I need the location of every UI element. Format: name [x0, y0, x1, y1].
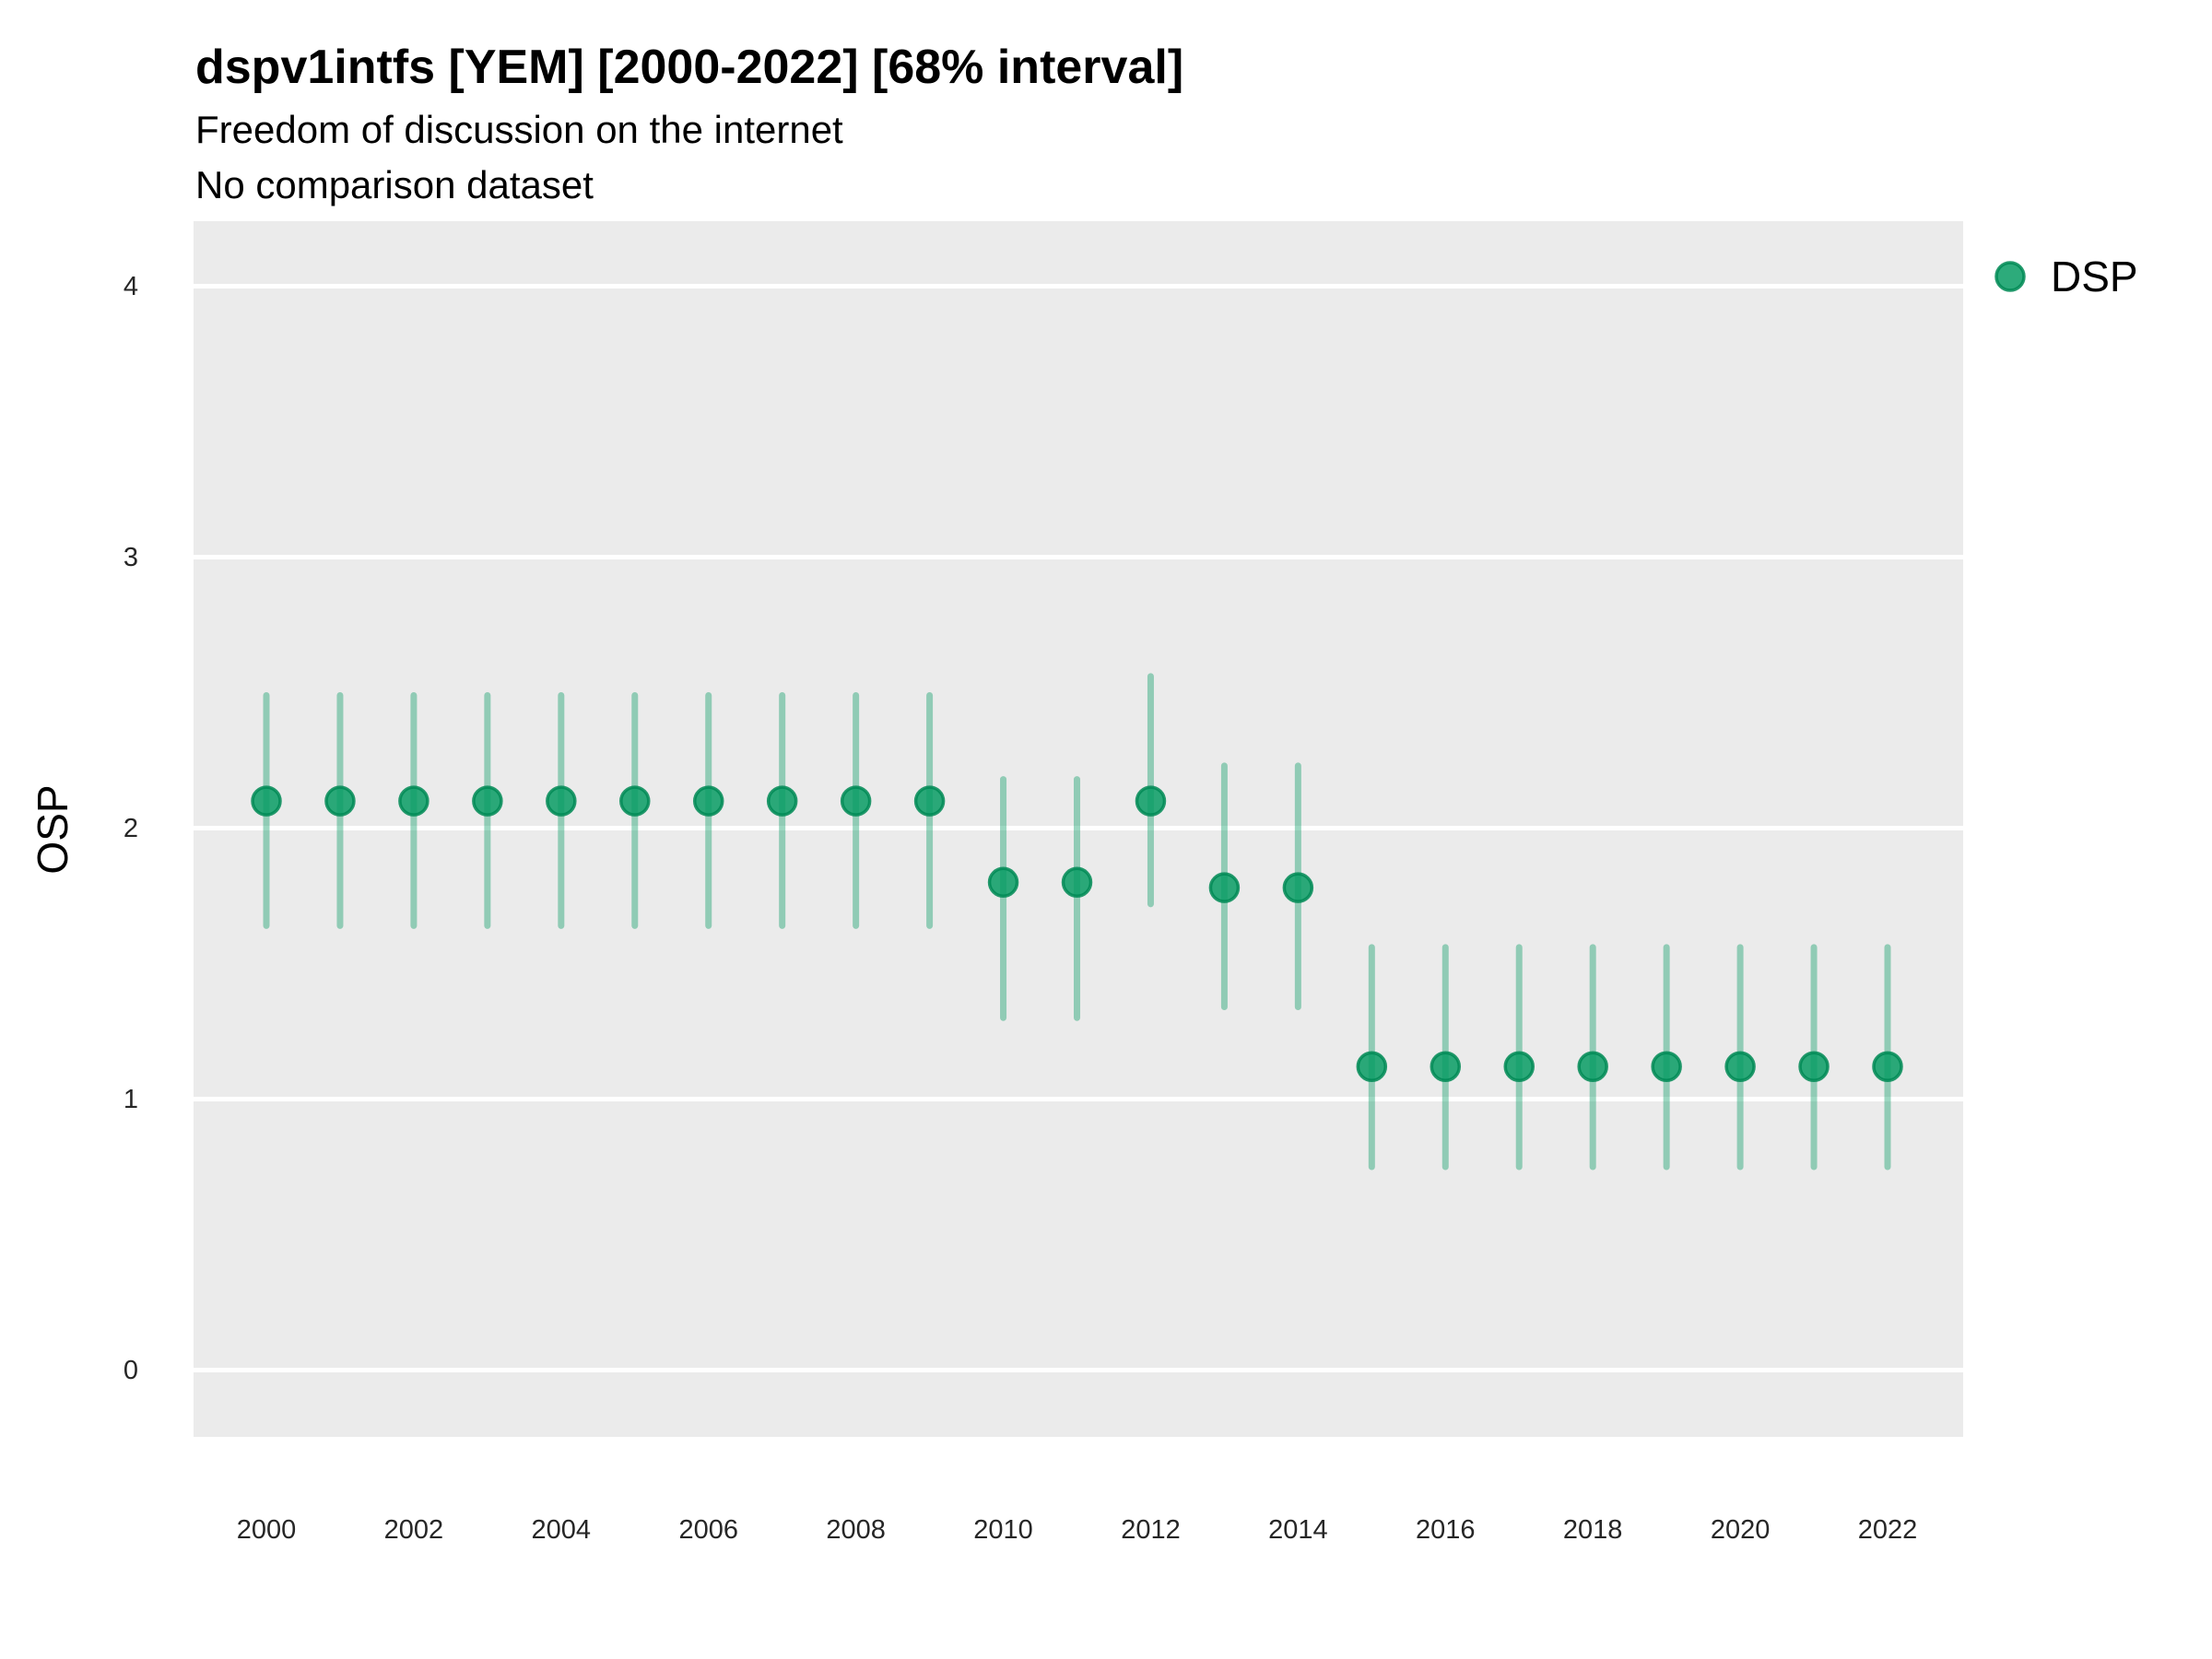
data-point-2011	[1061, 866, 1093, 899]
legend: DSP	[1994, 253, 2138, 300]
data-point-2022	[1872, 1051, 1903, 1082]
data-point-2007	[766, 785, 798, 817]
x-tick-label: 2014	[1268, 1515, 1328, 1545]
legend-point-icon	[1994, 261, 2026, 292]
data-point-2018	[1577, 1051, 1608, 1082]
x-tick-label: 2018	[1562, 1515, 1623, 1545]
x-tick-label: 2008	[826, 1515, 886, 1545]
data-point-2006	[692, 785, 724, 817]
x-tick-label: 2006	[678, 1515, 738, 1545]
legend-label: DSP	[2051, 253, 2138, 300]
x-tick-label: 2010	[973, 1515, 1033, 1545]
data-point-2003	[472, 785, 503, 817]
data-point-2019	[1651, 1051, 1682, 1082]
data-point-2005	[619, 785, 651, 817]
y-tick-label: 2	[123, 813, 138, 843]
data-point-2020	[1724, 1051, 1756, 1082]
data-point-2015	[1356, 1051, 1388, 1082]
data-points	[251, 785, 1903, 1082]
x-tick-label: 2004	[531, 1515, 592, 1545]
y-tick-label: 3	[123, 542, 138, 572]
plot-panel	[194, 221, 1963, 1437]
data-point-2014	[1282, 872, 1314, 903]
chart-title: dspv1intfs [YEM] [2000-2022] [68% interv…	[195, 41, 1184, 94]
data-point-2021	[1798, 1051, 1830, 1082]
data-point-2009	[913, 785, 946, 817]
x-tick-label: 2012	[1121, 1515, 1181, 1545]
y-tick-label: 4	[123, 271, 138, 301]
chart-subtitle-note: No comparison dataset	[195, 163, 594, 206]
x-tick-label: 2002	[383, 1515, 444, 1545]
data-point-2013	[1208, 872, 1241, 903]
data-point-2004	[546, 785, 577, 817]
x-tick-label: 2020	[1710, 1515, 1771, 1545]
x-tick-label: 2016	[1416, 1515, 1476, 1545]
interval-lines	[263, 673, 1891, 1171]
data-point-2001	[324, 785, 356, 817]
data-point-2002	[398, 785, 429, 817]
data-point-2017	[1503, 1051, 1535, 1082]
chart-subtitle: Freedom of discussion on the internet	[195, 108, 843, 151]
data-point-2010	[987, 866, 1019, 899]
data-point-2012	[1135, 785, 1167, 817]
pointrange-plot	[194, 284, 1963, 1372]
gridlines	[194, 284, 1963, 1372]
y-tick-label: 1	[123, 1084, 138, 1114]
x-tick-label: 2022	[1857, 1515, 1918, 1545]
data-point-2016	[1430, 1051, 1462, 1082]
y-tick-label: 0	[123, 1355, 138, 1385]
data-point-2000	[251, 785, 282, 817]
x-tick-label: 2000	[236, 1515, 297, 1545]
data-point-2008	[840, 785, 872, 817]
